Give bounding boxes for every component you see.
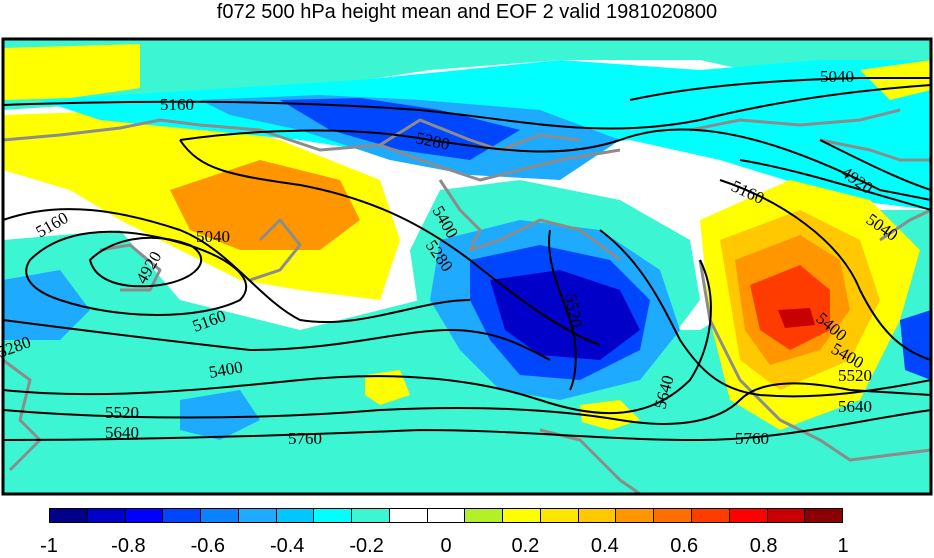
colorbar-cell bbox=[503, 509, 541, 522]
colorbar-cell bbox=[540, 509, 579, 522]
contour-label: 5040 bbox=[196, 227, 230, 246]
colorbar-tick-label: 0.4 bbox=[590, 535, 619, 557]
eof-map: 5040 5160 5280 4920 5160 5400 5040 5160 … bbox=[0, 37, 933, 496]
colorbar-cell bbox=[805, 509, 843, 522]
colorbar-cell bbox=[616, 509, 655, 522]
colorbar-cell bbox=[427, 509, 466, 522]
colorbar-tick-label: 0.6 bbox=[670, 535, 699, 557]
colorbar-tick-label: -1 bbox=[40, 535, 58, 557]
contour-label: 5520 bbox=[838, 366, 872, 385]
contour-label: 5640 bbox=[838, 397, 872, 416]
colorbar-cell bbox=[654, 509, 693, 522]
colorbar-cell bbox=[578, 509, 617, 522]
contour-label: 5040 bbox=[820, 67, 854, 86]
colorbar-tick-label: -0.2 bbox=[349, 535, 384, 557]
colorbar-tick-label: 1 bbox=[837, 535, 849, 557]
colorbar-cell bbox=[163, 509, 202, 522]
colorbar-tick-label: -0.6 bbox=[190, 535, 226, 557]
colorbar-tick-label: 0.8 bbox=[749, 535, 778, 557]
colorbar-cell bbox=[729, 509, 768, 522]
height-contours bbox=[2, 77, 932, 442]
colorbar bbox=[49, 508, 843, 523]
colorbar-cell bbox=[87, 509, 126, 522]
map-frame bbox=[1, 37, 933, 496]
colorbar-cell bbox=[692, 509, 730, 522]
contour-label: 5640 bbox=[105, 423, 139, 442]
colorbar-tick-label: -0.8 bbox=[111, 535, 146, 557]
contour-label: 5760 bbox=[735, 429, 769, 448]
colorbar-cell bbox=[767, 509, 806, 522]
colorbar-cell bbox=[465, 509, 504, 522]
colorbar-cell bbox=[238, 509, 277, 522]
colorbar-cell bbox=[352, 509, 390, 522]
colorbar-cell bbox=[276, 509, 315, 522]
colorbar-tick-label: 0 bbox=[440, 535, 452, 557]
contour-label: 5520 bbox=[105, 403, 139, 422]
colorbar-cell bbox=[125, 509, 164, 522]
colorbar-cell bbox=[201, 509, 239, 522]
colorbar-cell bbox=[389, 509, 428, 522]
contour-label: 5160 bbox=[160, 95, 194, 114]
colorbar-tick-label: -0.4 bbox=[269, 535, 305, 557]
contour-label: 5760 bbox=[288, 429, 322, 448]
colorbar-cell bbox=[314, 509, 353, 522]
colorbar-ticks: -1 -0.8 -0.6 -0.4 -0.2 0 0.2 0.4 0.6 0.8 1 bbox=[0, 534, 934, 558]
plot-title: f072 500 hPa height mean and EOF 2 valid… bbox=[216, 1, 718, 23]
colorbar-tick-label: 0.2 bbox=[511, 535, 540, 557]
colorbar-cell bbox=[50, 509, 88, 522]
